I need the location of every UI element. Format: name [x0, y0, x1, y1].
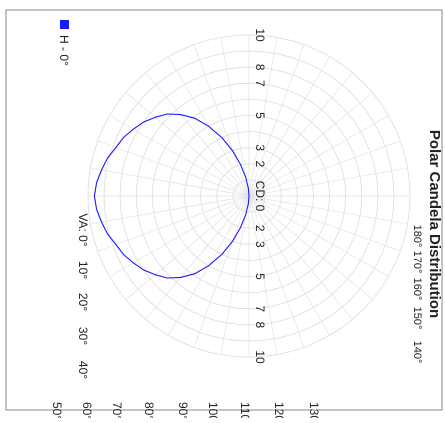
polar-spoke [193, 195, 250, 348]
angle-label-side: 90° [176, 402, 190, 418]
polar-spoke [145, 72, 250, 197]
ring-label: 8 [253, 64, 267, 71]
angle-label-top: 170° [411, 251, 423, 274]
angle-label-side: 100° [206, 402, 220, 418]
ring-label: 3 [253, 144, 267, 151]
polar-spoke [248, 195, 389, 277]
ring-label: 3 [253, 241, 267, 248]
polar-spoke [248, 37, 278, 197]
ring-label: 2 [253, 225, 267, 232]
polar-spoke [97, 195, 250, 252]
angle-label-side: 130° [307, 402, 321, 418]
ring-label: 7 [253, 305, 267, 312]
polar-spoke [248, 115, 389, 197]
angle-label-bottom: 10° [76, 261, 90, 279]
polar-spoke [248, 140, 401, 197]
candela-curve-left [93, 113, 250, 197]
candela-curve-right [93, 195, 250, 279]
legend-swatch [60, 20, 69, 29]
legend-entry-label: H - 0° [57, 35, 71, 66]
ring-label: 2 [253, 160, 267, 167]
polar-spoke [125, 195, 250, 300]
polar-spoke [248, 195, 401, 252]
angle-labels-bottom: VA: 0° 10° 20° 30° 40° [76, 213, 90, 379]
polar-spoke [220, 195, 250, 355]
candela-zero-label: CD: 0 [253, 181, 267, 212]
polar-spoke [248, 195, 278, 355]
polar-spokes [88, 35, 410, 357]
polar-spoke [248, 195, 408, 225]
polar-spoke [248, 195, 373, 300]
polar-spoke [90, 195, 250, 225]
angle-labels-top: 180° 170° 160° 150° 140° [411, 225, 423, 364]
ring-label: 5 [253, 273, 267, 280]
angle-label-bottom: 20° [76, 293, 90, 311]
angle-label-bottom: 40° [76, 361, 90, 379]
polar-spoke [145, 195, 250, 320]
angle-labels-side: 50° 60° 70° 80° 90° 100° 110° 120° 130° [50, 402, 321, 423]
ring-label: 5 [253, 112, 267, 119]
angle-label-side: 110° [238, 402, 252, 418]
polar-spoke [220, 37, 250, 197]
polar-spoke [248, 92, 373, 197]
polar-spoke [248, 195, 330, 336]
polar-spoke [248, 72, 353, 197]
polar-spoke [125, 92, 250, 197]
ring-label: 10 [253, 28, 267, 42]
ring-label: 10 [253, 350, 267, 364]
ring-label: 7 [253, 80, 267, 87]
angle-label-side: 120° [272, 402, 286, 418]
angle-label-top: 150° [411, 307, 423, 330]
chart-title: Polar Candela Distribution [426, 130, 443, 318]
polar-spoke [248, 195, 353, 320]
polar-spoke [248, 167, 408, 197]
angle-label-top: 140° [411, 341, 423, 364]
polar-spoke [248, 195, 305, 348]
legend: H - 0° [57, 20, 71, 66]
angle-label-bottom: VA: 0° [76, 213, 90, 246]
angle-label-side: 70° [110, 402, 124, 418]
ring-labels: 2 2 3 3 5 5 7 7 8 8 10 10 [253, 28, 267, 364]
angle-label-side: 80° [142, 402, 156, 418]
angle-label-top: 180° [411, 225, 423, 248]
polar-spoke [97, 140, 250, 197]
angle-label-side: 60° [80, 402, 94, 418]
ring-label: 8 [253, 321, 267, 328]
polar-spoke [248, 44, 305, 197]
angle-label-top: 160° [411, 278, 423, 301]
angle-label-side: 50° [50, 402, 64, 418]
angle-label-bottom: 30° [76, 327, 90, 345]
polar-spoke [193, 44, 250, 197]
polar-spoke [248, 56, 330, 197]
polar-spoke [90, 167, 250, 197]
